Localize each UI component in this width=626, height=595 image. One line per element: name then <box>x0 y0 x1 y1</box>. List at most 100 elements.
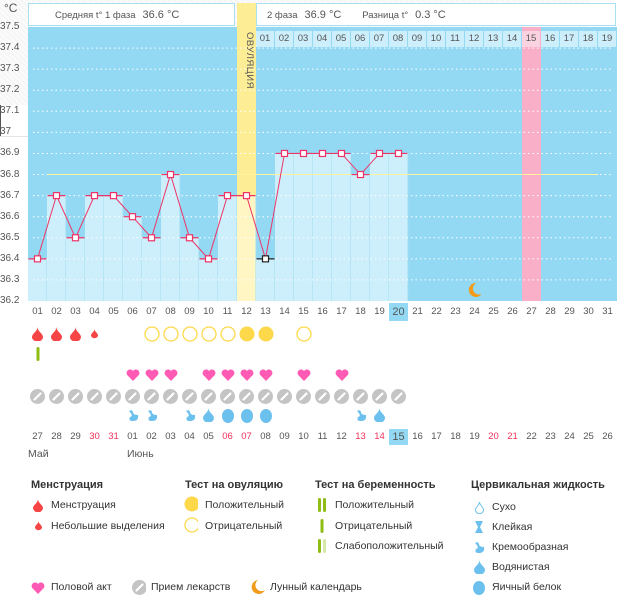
calendar-date[interactable]: 30 <box>89 431 100 442</box>
calendar-date[interactable]: 12 <box>336 431 347 442</box>
unit-label: °C <box>4 1 18 15</box>
cycle-day-label[interactable]: 01 <box>32 306 43 317</box>
cycle-day-label[interactable]: 12 <box>241 306 252 317</box>
calendar-date[interactable]: 01 <box>127 431 138 442</box>
calendar-date[interactable]: 28 <box>51 431 62 442</box>
diff-value: 0.3 °C <box>415 9 446 21</box>
pill-icon <box>161 387 180 405</box>
temp-bar <box>351 174 370 301</box>
calendar-date[interactable]: 15 <box>389 429 408 445</box>
cycle-day-label[interactable]: 02 <box>51 306 62 317</box>
post-ovulation-day: 12 <box>465 31 483 47</box>
cycle-day-label[interactable]: 10 <box>203 306 214 317</box>
calendar-date[interactable]: 08 <box>260 431 271 442</box>
heart-icon <box>332 366 351 384</box>
moon-icon <box>468 282 482 297</box>
cycle-day-label[interactable]: 22 <box>431 306 442 317</box>
calendar-date[interactable]: 04 <box>184 431 195 442</box>
cycle-day-label[interactable]: 03 <box>70 306 81 317</box>
calendar-date[interactable]: 18 <box>450 431 461 442</box>
ovulation-label: ОВУЛЯЦИЯ <box>244 32 255 89</box>
temp-point <box>109 192 118 200</box>
cycle-day-label[interactable]: 16 <box>317 306 328 317</box>
calendar-date[interactable]: 10 <box>298 431 309 442</box>
cycle-day-label[interactable]: 26 <box>507 306 518 317</box>
calendar-date[interactable]: 21 <box>507 431 518 442</box>
calendar-date[interactable]: 14 <box>374 431 385 442</box>
calendar-date[interactable]: 31 <box>108 431 119 442</box>
calendar-date[interactable]: 19 <box>469 431 480 442</box>
temp-bar <box>313 153 332 301</box>
cycle-day-label[interactable]: 24 <box>469 306 480 317</box>
legend-pregnancy-title: Тест на беременность <box>315 479 436 491</box>
post-ovulation-day: 06 <box>351 31 369 47</box>
calendar-date[interactable]: 06 <box>222 431 233 442</box>
temp-point <box>185 234 194 242</box>
cycle-day-label[interactable]: 06 <box>127 306 138 317</box>
cycle-day-label[interactable]: 11 <box>222 306 233 317</box>
cycle-day-label[interactable]: 07 <box>146 306 157 317</box>
calendar-date[interactable]: 22 <box>526 431 537 442</box>
phase1-label: Средняя t° 1 фаза <box>55 10 136 21</box>
calendar-date[interactable]: 05 <box>203 431 214 442</box>
calendar-date[interactable]: 09 <box>279 431 290 442</box>
cycle-day-label[interactable]: 14 <box>279 306 290 317</box>
cycle-day-label[interactable]: 23 <box>450 306 461 317</box>
heart-icon <box>161 366 180 384</box>
cycle-day-label[interactable]: 21 <box>412 306 423 317</box>
pill-icon <box>332 387 351 405</box>
cycle-day-label[interactable]: 17 <box>336 306 347 317</box>
pregnancy-positive-icon <box>315 498 329 512</box>
calendar-date[interactable]: 07 <box>241 431 252 442</box>
calendar-date[interactable]: 16 <box>412 431 423 442</box>
calendar-date[interactable]: 23 <box>545 431 556 442</box>
y-tick-label: 37.5 <box>0 21 20 32</box>
cycle-day-label[interactable]: 08 <box>165 306 176 317</box>
calendar-date[interactable]: 17 <box>431 431 442 442</box>
calendar-date[interactable]: 27 <box>32 431 43 442</box>
calendar-date[interactable]: 24 <box>564 431 575 442</box>
calendar-date[interactable]: 13 <box>355 431 366 442</box>
post-ovulation-day: 13 <box>484 31 502 47</box>
temp-point <box>128 213 137 221</box>
cycle-day-label[interactable]: 09 <box>184 306 195 317</box>
highlight-column <box>522 27 541 301</box>
y-tick-label: 36.8 <box>0 168 20 180</box>
cycle-day-label[interactable]: 04 <box>89 306 100 317</box>
pill-icon <box>218 387 237 405</box>
fluid-egg_white-icon <box>237 406 256 424</box>
cycle-day-label[interactable]: 15 <box>298 306 309 317</box>
cycle-day-label[interactable]: 31 <box>602 306 613 317</box>
cycle-day-label[interactable]: 29 <box>564 306 575 317</box>
temp-bar <box>370 153 389 301</box>
cycle-day-label[interactable]: 20 <box>389 303 408 321</box>
calendar-date[interactable]: 26 <box>602 431 613 442</box>
month-label: Май <box>28 448 49 460</box>
fluid-watery-icon <box>370 406 389 424</box>
calendar-date[interactable]: 25 <box>583 431 594 442</box>
temp-bar <box>180 237 199 301</box>
calendar-date[interactable]: 03 <box>165 431 176 442</box>
cycle-day-label[interactable]: 19 <box>374 306 385 317</box>
legend-ov-positive: Положительный <box>205 499 285 511</box>
y-tick-label: 36.7 <box>0 189 20 201</box>
temp-point <box>242 192 251 200</box>
phase2-label: 2 фаза <box>267 10 298 21</box>
cycle-day-label[interactable]: 30 <box>583 306 594 317</box>
calendar-date[interactable]: 11 <box>317 431 328 442</box>
cycle-day-label[interactable]: 13 <box>260 306 271 317</box>
temp-bar <box>389 153 408 301</box>
cycle-day-label[interactable]: 18 <box>355 306 366 317</box>
calendar-date[interactable]: 02 <box>146 431 157 442</box>
cycle-day-label[interactable]: 25 <box>488 306 499 317</box>
pill-icon <box>389 387 408 405</box>
cycle-day-label[interactable]: 28 <box>545 306 556 317</box>
cycle-day-label[interactable]: 05 <box>108 306 119 317</box>
heart-icon <box>199 366 218 384</box>
pill-icon <box>275 387 294 405</box>
calendar-date[interactable]: 29 <box>70 431 81 442</box>
post-ovulation-day: 16 <box>541 31 559 47</box>
cycle-day-label[interactable]: 27 <box>526 306 537 317</box>
calendar-date[interactable]: 20 <box>488 431 499 442</box>
fluid-creamy-icon <box>351 406 370 424</box>
